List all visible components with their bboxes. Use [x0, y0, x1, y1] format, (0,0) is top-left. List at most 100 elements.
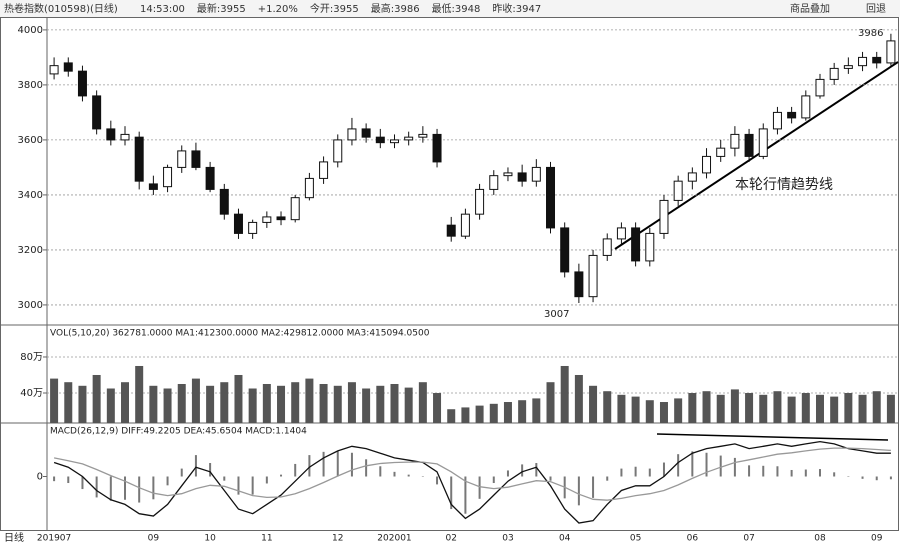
- macd-bar: [748, 465, 751, 477]
- candle-body: [489, 175, 499, 190]
- volume-bar: [333, 385, 342, 423]
- candle-body: [872, 56, 882, 64]
- volume-bar: [347, 382, 356, 423]
- macd-bar: [492, 476, 495, 484]
- volume-bar: [574, 374, 583, 423]
- candle-body: [120, 133, 130, 141]
- volume-bar: [787, 396, 796, 423]
- macd-bar: [889, 476, 892, 480]
- macd-bar: [662, 462, 665, 477]
- volume-bar: [163, 388, 172, 423]
- x-tick-label: 201907: [37, 534, 71, 544]
- macd-line: [53, 440, 891, 524]
- volume-bar: [234, 374, 243, 423]
- overlay-button[interactable]: 商品叠加: [790, 2, 830, 15]
- candle-body: [645, 232, 655, 262]
- macd-bar: [209, 463, 212, 477]
- volume-bar: [603, 391, 612, 423]
- candle-body: [375, 136, 385, 144]
- candle-body: [843, 65, 853, 69]
- macd-bar: [393, 471, 396, 477]
- macd-bar: [691, 451, 694, 477]
- back-button[interactable]: 回退: [866, 3, 886, 15]
- candle-body: [290, 197, 300, 221]
- volume-bar: [291, 382, 300, 423]
- macd-bar: [705, 452, 708, 477]
- candle-body: [333, 139, 343, 163]
- volume-bar: [447, 409, 456, 423]
- candle-body: [92, 95, 102, 130]
- candle-body: [432, 133, 442, 163]
- panel-title: MACD(26,12,9) DIFF:49.2205 DEA:45.6504 M…: [50, 427, 307, 437]
- macd-bar: [634, 466, 637, 477]
- x-tick-label: 06: [687, 534, 699, 544]
- candle-body: [319, 161, 329, 179]
- x-tick-label: 10: [204, 534, 216, 544]
- volume-bar: [518, 400, 527, 423]
- macd-bar: [95, 476, 98, 498]
- volume-bar: [546, 382, 555, 423]
- macd-bar: [733, 457, 736, 477]
- candle-body: [49, 65, 59, 75]
- y-tick-label: 0: [37, 472, 43, 483]
- candle-body: [531, 166, 541, 182]
- volume-bar: [121, 382, 130, 423]
- volume-bar: [674, 398, 683, 423]
- x-tick-label: 03: [502, 534, 513, 544]
- candle-body: [219, 188, 229, 215]
- macd-bar: [265, 476, 268, 484]
- candle-body: [361, 128, 371, 138]
- y-tick-label: 40万: [20, 388, 43, 399]
- macd-bar: [648, 468, 651, 477]
- candle-body: [177, 150, 187, 168]
- macd-bar: [280, 474, 283, 477]
- volume-bar: [702, 391, 711, 423]
- candle-body: [588, 254, 598, 298]
- candle-body: [772, 111, 782, 130]
- macd-bar: [67, 476, 70, 484]
- macd-bar: [308, 455, 311, 477]
- candle-body: [233, 213, 243, 234]
- header-field: +1.20%: [258, 4, 298, 15]
- volume-bar: [64, 382, 73, 423]
- macd-bar: [53, 476, 56, 482]
- candle-body: [560, 227, 570, 273]
- candle-body: [815, 78, 825, 97]
- candle-body: [546, 166, 556, 229]
- candle-body: [730, 133, 740, 149]
- macd-bar: [322, 451, 325, 477]
- volume-bar: [745, 393, 754, 423]
- volume-bar: [362, 388, 371, 423]
- y-tick-label: 3600: [18, 135, 43, 146]
- candle-body: [716, 147, 726, 157]
- macd-bar: [875, 476, 878, 481]
- candle-body: [276, 216, 286, 221]
- x-tick-label: 07: [743, 534, 754, 544]
- footer-label: 日线: [4, 531, 24, 544]
- header-field: 最低:3948: [432, 2, 481, 15]
- candle-body: [702, 155, 712, 174]
- trend-line: [614, 61, 899, 250]
- macd-bar: [606, 476, 609, 481]
- volume-bar: [475, 405, 484, 423]
- x-tick-label: 04: [559, 534, 571, 544]
- macd-top-line: [656, 433, 889, 441]
- candle-body: [829, 67, 839, 80]
- candle-body: [744, 133, 754, 157]
- volume-bar: [78, 385, 87, 423]
- header-field: 14:53:00: [140, 4, 185, 15]
- candle-body: [886, 40, 896, 64]
- macd-bar: [506, 470, 509, 477]
- macd-bar: [776, 466, 779, 477]
- x-tick-label: 08: [814, 534, 826, 544]
- candle-body: [446, 224, 456, 237]
- macd-bar: [294, 463, 297, 477]
- macd-bar: [762, 465, 765, 477]
- x-tick-label: 202001: [377, 534, 411, 544]
- volume-bar: [858, 394, 867, 423]
- x-tick-label: 09: [148, 534, 160, 544]
- macd-bar: [81, 476, 84, 490]
- trend-annotation: 本轮行情趋势线: [735, 177, 833, 193]
- volume-bar: [645, 400, 654, 423]
